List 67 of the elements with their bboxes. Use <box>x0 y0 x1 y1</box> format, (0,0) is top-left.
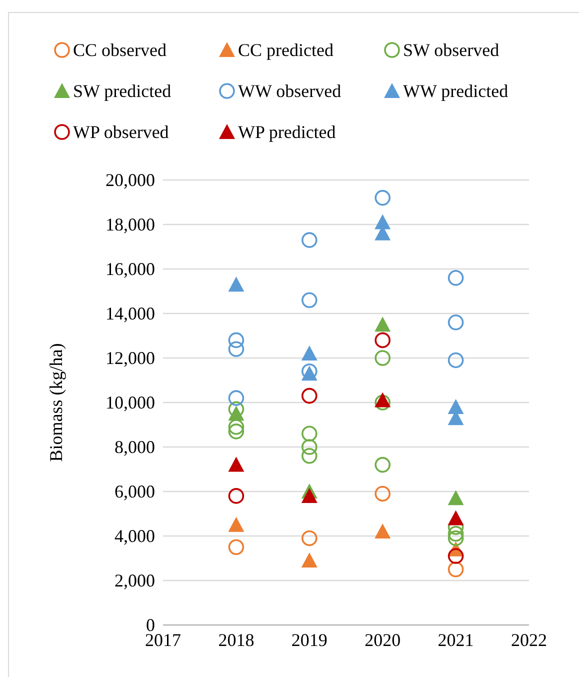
point <box>228 341 244 357</box>
legend-label: WW predicted <box>403 81 508 101</box>
y-tick-label: 20,000 <box>106 170 155 190</box>
point <box>228 424 244 440</box>
point <box>301 346 318 361</box>
point <box>301 488 318 503</box>
point <box>228 419 244 435</box>
y-tick-label: 2,000 <box>114 570 155 590</box>
point <box>228 406 244 421</box>
point <box>448 561 464 578</box>
point <box>448 510 464 526</box>
legend-label: SW observed <box>403 40 500 60</box>
y-tick-label: 14,000 <box>106 303 155 324</box>
point <box>228 276 244 292</box>
point <box>448 490 464 506</box>
x-tick-label: 2021 <box>438 630 474 650</box>
y-tick-label: 12,000 <box>106 348 155 368</box>
point <box>302 448 318 464</box>
x-tick-label: 2019 <box>291 630 328 650</box>
y-tick-label: 16,000 <box>106 258 155 279</box>
point <box>228 516 244 532</box>
point <box>374 316 391 332</box>
y-tick-label: 6,000 <box>114 481 155 502</box>
legend-label: WP observed <box>73 122 169 142</box>
y-tick-label: 4,000 <box>114 526 155 546</box>
y-tick-label: 10,000 <box>106 392 155 412</box>
point <box>448 548 464 564</box>
y-tick-label: 18,000 <box>106 214 155 234</box>
point <box>302 388 318 404</box>
point <box>228 456 244 472</box>
point <box>374 456 390 473</box>
point <box>374 350 390 366</box>
point <box>448 352 464 368</box>
legend-label: WW observed <box>238 81 342 101</box>
y-tick-label: 0 <box>146 614 155 635</box>
legend-label: WP predicted <box>238 122 336 142</box>
point <box>374 486 390 502</box>
y-tick-label: 8,000 <box>114 436 155 457</box>
legend-label: CC observed <box>73 40 166 60</box>
point <box>448 398 464 414</box>
point <box>374 332 390 348</box>
x-tick-label: 2018 <box>218 630 254 650</box>
point <box>448 270 464 286</box>
point <box>448 314 464 330</box>
legend-label: SW predicted <box>73 81 172 101</box>
point <box>374 190 390 206</box>
point <box>302 426 318 442</box>
point <box>301 552 318 568</box>
point <box>302 530 318 546</box>
legend-label: CC predicted <box>238 40 334 60</box>
point <box>374 392 391 408</box>
point <box>228 488 244 504</box>
point <box>448 526 464 542</box>
point <box>228 401 244 418</box>
point <box>374 394 390 410</box>
point <box>374 214 391 230</box>
x-tick-label: 2022 <box>511 630 547 650</box>
point <box>302 292 318 308</box>
point <box>448 530 464 546</box>
point <box>302 439 318 455</box>
point <box>228 332 244 348</box>
point <box>374 524 391 539</box>
point <box>302 232 318 248</box>
point <box>228 539 244 556</box>
x-tick-label: 2020 <box>364 630 401 650</box>
point <box>228 390 244 406</box>
y-axis-title: Biomass (kg/ha) <box>46 343 66 462</box>
